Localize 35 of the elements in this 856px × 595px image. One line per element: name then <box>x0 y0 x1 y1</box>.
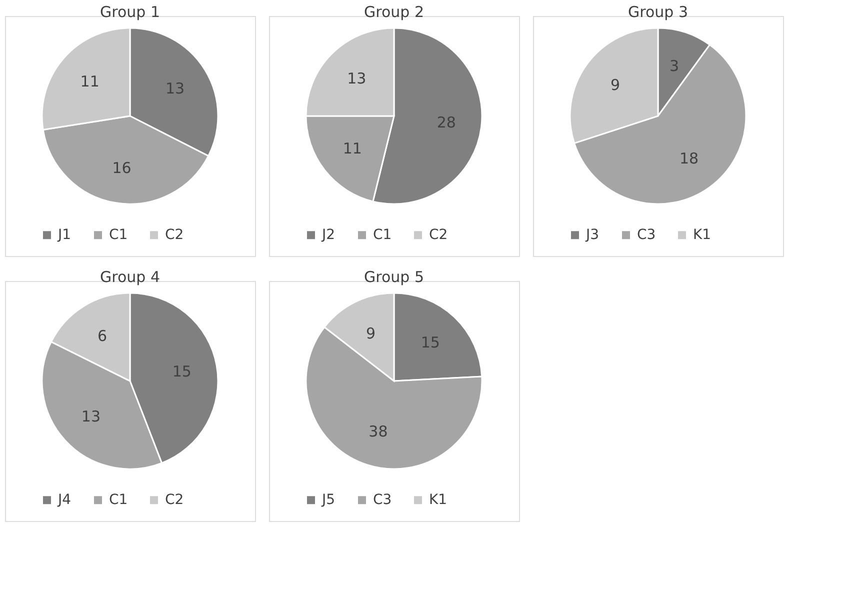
data-label: 9 <box>366 324 376 343</box>
data-label: 18 <box>679 150 699 168</box>
data-label: 9 <box>610 76 620 94</box>
data-label: 15 <box>172 362 192 380</box>
legend-label: C1 <box>109 227 128 244</box>
legend-label: J1 <box>57 227 72 244</box>
data-label: 28 <box>436 113 456 132</box>
legend-label: C1 <box>109 492 128 508</box>
data-label: 13 <box>347 70 366 88</box>
data-label: 16 <box>112 159 132 178</box>
legend-label: C3 <box>637 227 656 244</box>
data-label: 11 <box>80 72 100 91</box>
chart-title: Group 4 <box>100 268 160 286</box>
chart-title: Group 5 <box>364 268 424 286</box>
legend-label: J4 <box>57 492 72 508</box>
chart-title: Group 2 <box>364 3 424 21</box>
legend-label: C2 <box>429 227 448 244</box>
legend-label: J5 <box>321 492 336 508</box>
data-label: 13 <box>81 408 101 426</box>
data-label: 38 <box>368 422 388 440</box>
legend-label: C2 <box>165 492 184 508</box>
data-label: 3 <box>670 56 680 75</box>
data-label: 6 <box>97 327 107 346</box>
data-label: 13 <box>165 79 185 98</box>
data-label: 11 <box>342 140 362 158</box>
chart-title: Group 1 <box>100 3 160 21</box>
legend-label: J3 <box>585 227 600 244</box>
legend-label: C2 <box>165 227 184 244</box>
legend-label: C1 <box>373 227 392 244</box>
legend-label: C3 <box>373 492 392 508</box>
legend-label: K1 <box>429 492 448 508</box>
legend-label: J2 <box>321 227 336 244</box>
legend-label: K1 <box>693 227 712 244</box>
data-label: 15 <box>420 334 440 352</box>
chart-title: Group 3 <box>628 3 688 21</box>
